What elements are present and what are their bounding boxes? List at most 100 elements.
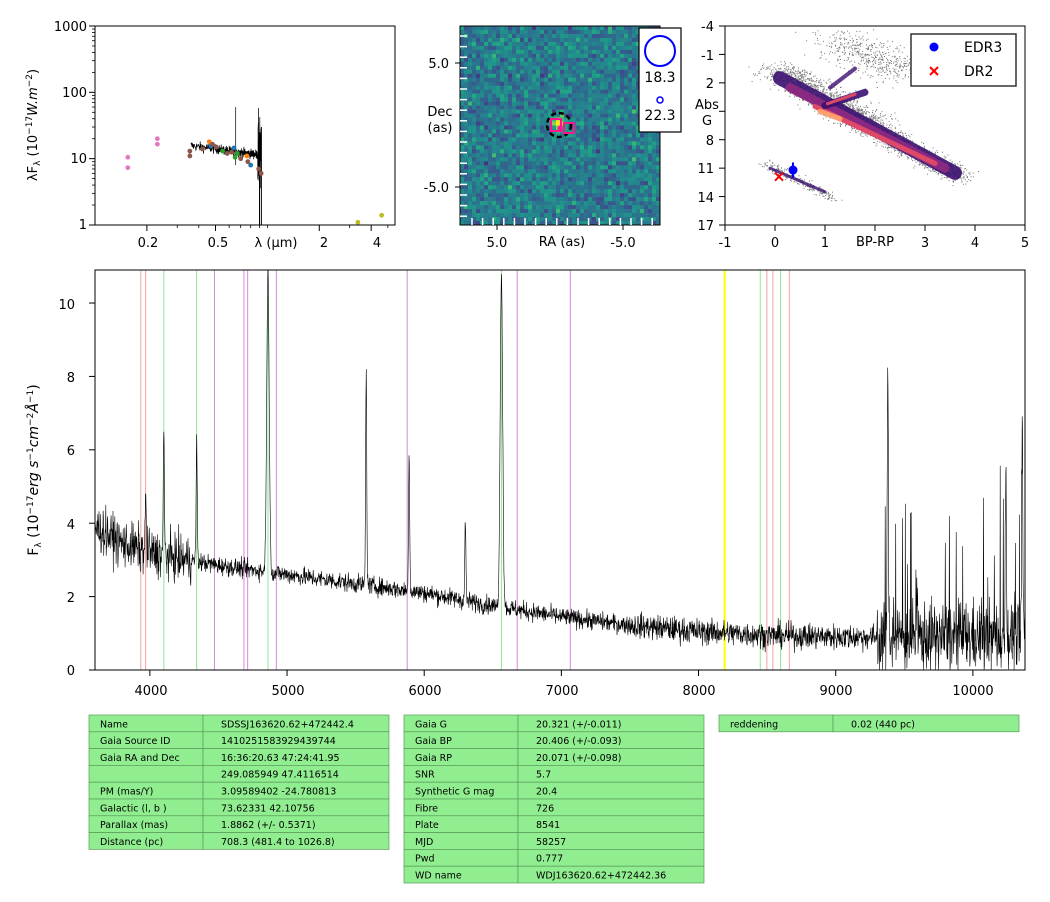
image-pixel [632, 85, 637, 90]
image-pixel [620, 53, 625, 59]
image-pixel [484, 193, 489, 198]
image-pixel [516, 49, 521, 55]
image-pixel [476, 149, 481, 154]
image-pixel [596, 209, 601, 214]
image-pixel [544, 185, 549, 190]
image-pixel [628, 133, 633, 138]
image-pixel [540, 49, 545, 55]
image-pixel [636, 37, 641, 43]
image-pixel [496, 73, 501, 79]
image-pixel [508, 101, 513, 106]
hr-background-star [879, 121, 881, 123]
image-pixel [512, 53, 517, 59]
image-pixel [548, 157, 553, 162]
image-pixel [604, 41, 609, 47]
image-pixel [480, 197, 485, 202]
image-pixel [532, 29, 537, 35]
image-pixel [564, 105, 569, 110]
image-pixel [464, 217, 469, 222]
image-pixel [528, 153, 533, 158]
image-pixel [580, 149, 585, 154]
image-pixel [592, 117, 597, 122]
image-pixel [476, 26, 481, 31]
image-pixel [568, 105, 573, 110]
image-pixel [560, 185, 565, 190]
hr-background-star [855, 132, 857, 134]
image-pixel [520, 197, 525, 202]
image-pixel [616, 221, 621, 225]
image-pixel [620, 57, 625, 63]
hr-background-star [826, 82, 828, 84]
hr-background-star [809, 83, 811, 85]
image-pixel [484, 185, 489, 190]
image-pixel [584, 217, 589, 222]
image-pixel [560, 189, 565, 194]
image-pixel [548, 81, 553, 86]
image-pixel [484, 37, 489, 43]
sed-ticks [89, 25, 389, 231]
image-pixel [580, 97, 585, 102]
image-xtick-label: 5.0 [487, 236, 508, 251]
image-pixel [552, 137, 557, 142]
hr-background-star [793, 69, 794, 71]
hr-background-star [861, 113, 863, 114]
image-pixel [480, 37, 485, 43]
image-pixel [556, 85, 561, 90]
image-pixel [548, 61, 553, 67]
image-pixel [588, 185, 593, 190]
hr-background-star [924, 166, 926, 168]
image-pixel [604, 73, 609, 79]
image-pixel [628, 69, 633, 75]
image-pixel [572, 73, 577, 79]
image-pixel [656, 181, 660, 186]
hr-background-star [865, 112, 867, 114]
image-pixel [552, 61, 557, 67]
image-pixel [632, 209, 637, 214]
image-pixel [616, 153, 621, 158]
image-pixel [576, 137, 581, 142]
image-pixel [512, 65, 517, 71]
hr-background-star [924, 167, 926, 169]
image-pixel [548, 169, 553, 174]
image-pixel [600, 133, 605, 138]
image-pixel [560, 145, 565, 150]
image-pixel [504, 57, 509, 63]
image-pixel [552, 177, 557, 182]
image-pixel [580, 193, 585, 198]
image-pixel [608, 205, 613, 210]
image-pixel [492, 201, 497, 206]
image-pixel [468, 205, 473, 210]
hr-background-star [784, 89, 786, 91]
image-pixel [508, 161, 513, 166]
image-pixel [544, 41, 549, 47]
image-pixel [560, 26, 565, 31]
hr-background-star [887, 149, 889, 151]
image-pixel [536, 185, 541, 190]
image-pixel [620, 37, 625, 43]
image-pixel [584, 149, 589, 154]
image-pixel [628, 26, 633, 31]
hr-background-star [861, 109, 863, 111]
image-pixel [496, 161, 501, 166]
hr-background-star [805, 83, 807, 85]
image-pixel [604, 161, 609, 166]
image-pixel [596, 205, 601, 210]
image-pixel [496, 65, 501, 71]
image-pixel [532, 217, 537, 222]
image-pixel [496, 173, 501, 178]
image-pixel [496, 89, 501, 94]
image-pixel [620, 213, 625, 218]
image-pixel [472, 173, 477, 178]
hr-background-star [799, 75, 801, 77]
image-pixel [608, 165, 613, 170]
image-pixel [620, 81, 625, 86]
hr-background-star [770, 79, 772, 81]
hr-background-star [789, 95, 791, 97]
image-pixel [640, 133, 645, 138]
image-pixel [480, 201, 485, 206]
image-pixel [556, 169, 561, 174]
image-pixel [480, 113, 485, 118]
image-pixel [644, 205, 649, 210]
hr-background-star [922, 164, 924, 165]
image-pixel [608, 177, 613, 182]
